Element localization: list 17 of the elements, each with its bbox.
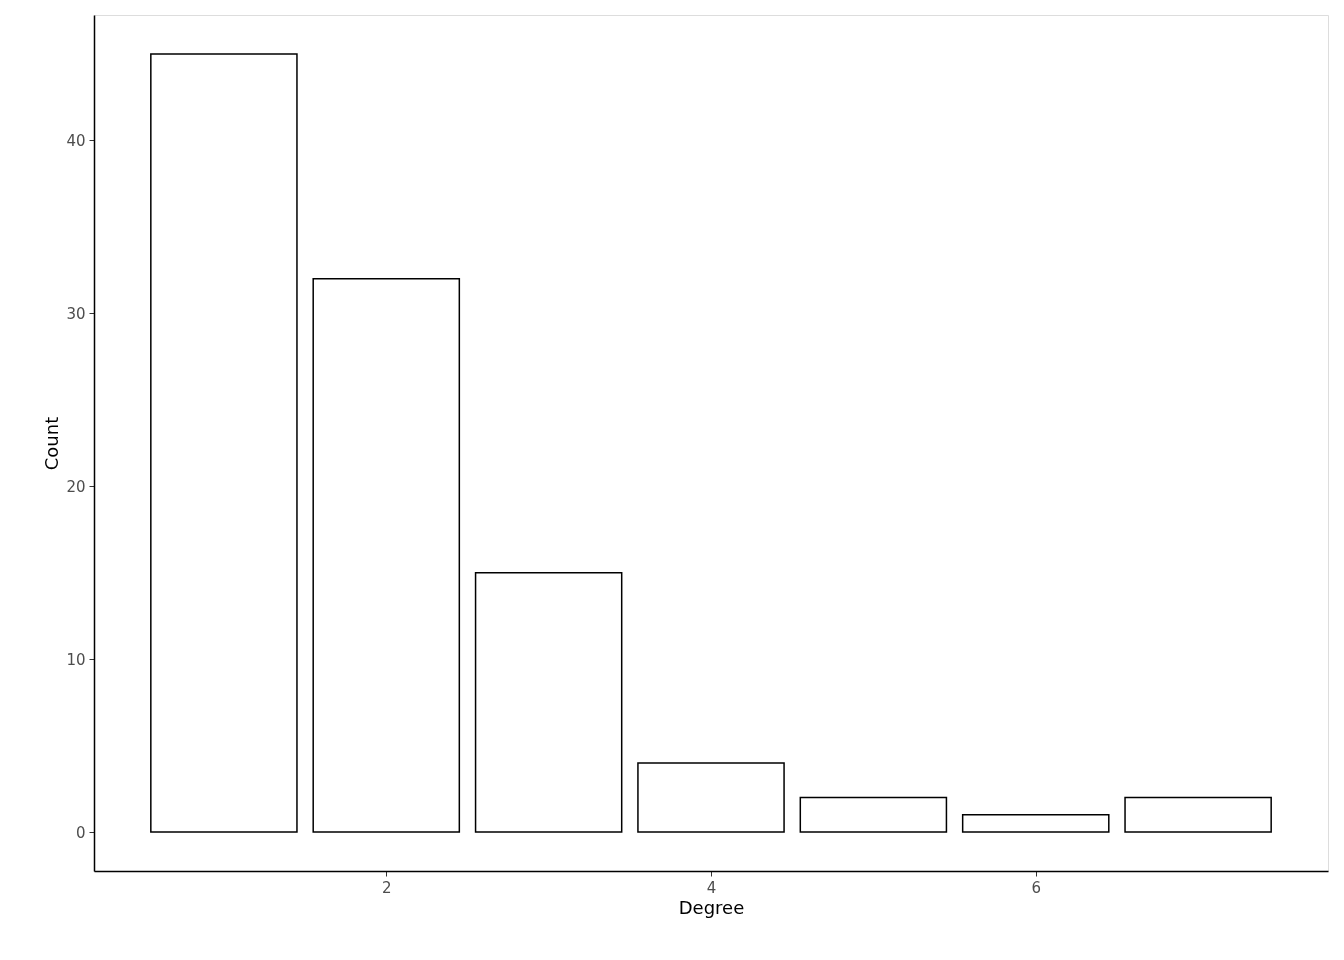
bar <box>1124 796 1272 833</box>
x-tick-label: 4 <box>706 878 717 897</box>
x-axis-title: Degree <box>678 896 745 918</box>
bar <box>799 796 948 833</box>
y-tick-label: 0 <box>75 823 86 842</box>
y-tick-label: 40 <box>66 131 86 150</box>
x-tick-label: 6 <box>1031 878 1042 897</box>
bar <box>312 277 461 833</box>
bar <box>474 571 623 833</box>
y-tick-label: 10 <box>66 650 86 669</box>
bar <box>961 814 1110 833</box>
bar <box>150 53 298 833</box>
bar <box>637 762 785 833</box>
y-tick-label: 30 <box>66 304 86 323</box>
x-tick-label: 2 <box>381 878 392 897</box>
y-axis-title: Count <box>41 416 63 471</box>
y-tick-label: 20 <box>66 477 86 496</box>
